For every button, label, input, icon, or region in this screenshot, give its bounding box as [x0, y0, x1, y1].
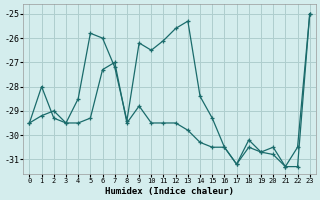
X-axis label: Humidex (Indice chaleur): Humidex (Indice chaleur) [105, 187, 234, 196]
